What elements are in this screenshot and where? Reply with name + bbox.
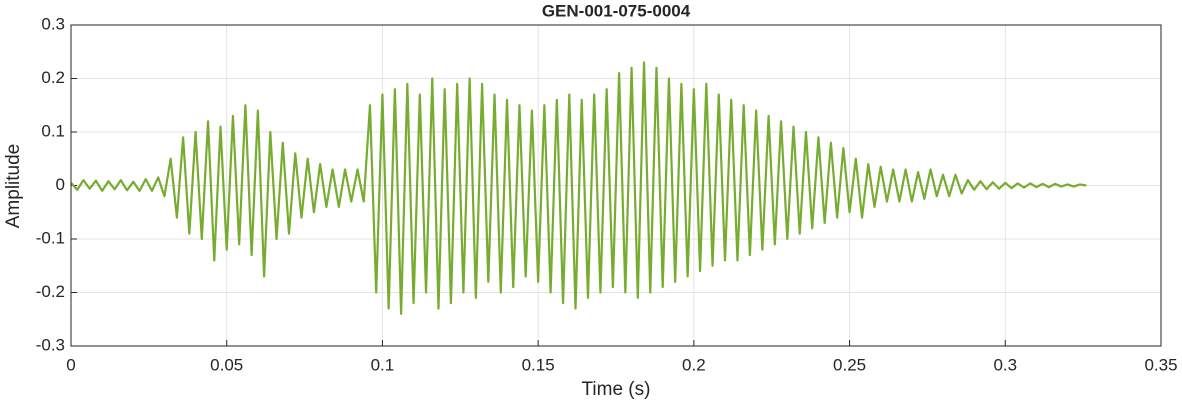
x-tick-label: 0.3 bbox=[993, 355, 1017, 374]
x-tick-label: 0.1 bbox=[371, 355, 395, 374]
y-tick-label: -0.1 bbox=[36, 228, 65, 247]
y-tick-label: 0.1 bbox=[41, 121, 65, 140]
x-tick-label: 0.15 bbox=[522, 355, 555, 374]
chart-title: GEN-001-075-0004 bbox=[542, 1, 691, 20]
y-tick-label: 0.3 bbox=[41, 14, 65, 33]
x-tick-label: 0.35 bbox=[1144, 355, 1177, 374]
y-tick-label: -0.3 bbox=[36, 335, 65, 354]
plot-frame bbox=[70, 24, 1162, 347]
x-axis-label: Time (s) bbox=[582, 379, 651, 400]
x-tick-label: 0.05 bbox=[210, 355, 243, 374]
y-axis-label: Amplitude bbox=[3, 144, 24, 229]
x-tick-label: 0.2 bbox=[682, 355, 706, 374]
y-tick-label: 0.2 bbox=[41, 68, 65, 87]
x-tick-label: 0.25 bbox=[833, 355, 866, 374]
x-tick-label: 0 bbox=[66, 355, 75, 374]
y-tick-label: 0 bbox=[56, 175, 65, 194]
waveform-line bbox=[70, 61, 1087, 315]
y-tick-label: -0.2 bbox=[36, 282, 65, 301]
